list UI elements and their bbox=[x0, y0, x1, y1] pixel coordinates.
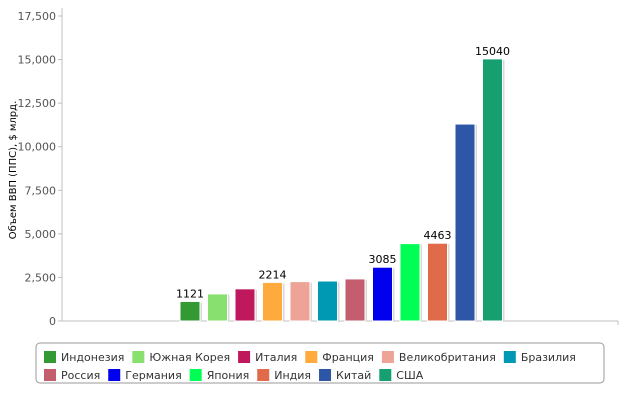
y-axis-label: Объем ВВП (ППС), $ млрд. bbox=[8, 101, 19, 240]
y-tick-label: 0 bbox=[49, 315, 56, 328]
legend-swatch bbox=[319, 369, 332, 381]
legend-items: Индонезия Южная Корея Италия Франция Великоб… bbox=[44, 351, 576, 382]
bar-5[interactable] bbox=[289, 281, 311, 322]
data-labels: 1121 2214 3085 4463 15040 bbox=[176, 45, 510, 301]
bar-12[interactable] bbox=[482, 58, 503, 322]
legend-swatch bbox=[503, 351, 516, 363]
legend-swatch bbox=[132, 351, 145, 363]
bar-3[interactable] bbox=[234, 288, 256, 322]
y-tick-label: 10,000 bbox=[18, 141, 57, 154]
legend-label[interactable]: Италия bbox=[255, 351, 297, 364]
legend-label[interactable]: Россия bbox=[61, 369, 100, 382]
y-tick-label: 12,500 bbox=[18, 97, 57, 110]
legend-swatch bbox=[44, 351, 56, 363]
legend: Индонезия Южная Корея Италия Франция Великоб… bbox=[35, 342, 605, 384]
bar-9[interactable] bbox=[399, 243, 421, 322]
y-tick-label: 15,000 bbox=[18, 54, 57, 67]
data-label: 15040 bbox=[475, 45, 510, 58]
bar-8[interactable] bbox=[372, 266, 393, 322]
data-label: 1121 bbox=[176, 287, 204, 300]
y-tick-label: 5,000 bbox=[25, 228, 57, 241]
legend-swatch bbox=[257, 369, 270, 381]
legend-label[interactable]: Бразилия bbox=[521, 351, 576, 364]
bar-1[interactable] bbox=[179, 300, 201, 322]
legend-frame bbox=[35, 342, 605, 384]
legend-label[interactable]: Япония bbox=[207, 369, 250, 382]
legend-swatch bbox=[238, 351, 251, 363]
legend-label[interactable]: США bbox=[396, 369, 423, 382]
legend-swatch bbox=[305, 351, 318, 363]
legend-swatch bbox=[381, 351, 394, 363]
y-tick-label: 17,500 bbox=[18, 10, 57, 23]
legend-label[interactable]: Франция bbox=[322, 351, 374, 364]
bar-10[interactable] bbox=[427, 242, 448, 322]
bar-11[interactable] bbox=[454, 123, 476, 322]
y-ticks: 0 2,500 5,000 7,500 10,000 12,500 15,000 17,500 bbox=[18, 10, 62, 328]
legend-swatch bbox=[379, 369, 392, 381]
data-label: 4463 bbox=[424, 229, 452, 242]
legend-swatch bbox=[189, 369, 202, 381]
bar-7[interactable] bbox=[344, 278, 366, 322]
legend-swatch bbox=[108, 369, 121, 381]
bar-6[interactable] bbox=[317, 280, 338, 322]
data-label: 2214 bbox=[259, 268, 287, 281]
legend-label[interactable]: Индия bbox=[274, 369, 311, 382]
legend-label[interactable]: Великобритания bbox=[399, 351, 496, 364]
legend-label[interactable]: Индонезия bbox=[61, 351, 124, 364]
bar-2[interactable] bbox=[207, 293, 228, 322]
y-tick-label: 2,500 bbox=[25, 271, 57, 284]
bars bbox=[179, 58, 505, 322]
data-label: 3085 bbox=[369, 253, 397, 266]
y-tick-label: 7,500 bbox=[25, 184, 57, 197]
legend-label[interactable]: Германия bbox=[125, 369, 181, 382]
axes bbox=[61, 8, 619, 325]
legend-label[interactable]: Китай bbox=[336, 369, 371, 382]
bar-4[interactable] bbox=[262, 281, 283, 322]
legend-label[interactable]: Южная Корея bbox=[149, 351, 230, 364]
legend-swatch bbox=[44, 369, 56, 381]
